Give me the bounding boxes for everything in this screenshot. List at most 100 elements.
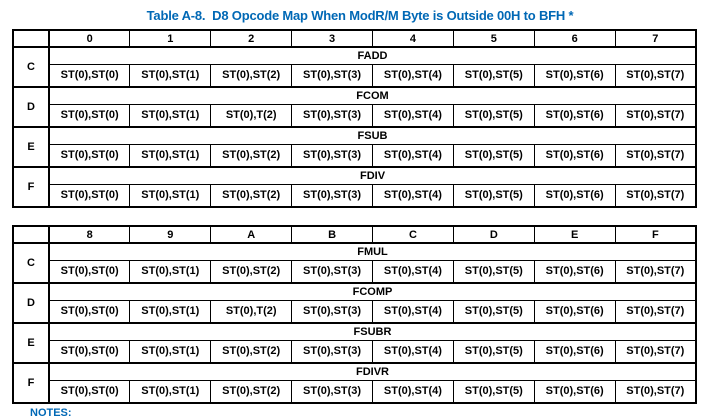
col-header: 6 bbox=[533, 29, 616, 48]
operand-cell: ST(0),ST(0) bbox=[48, 143, 131, 168]
operand-row: ST(0),ST(0) ST(0),ST(1) ST(0),T(2) ST(0)… bbox=[13, 299, 697, 324]
operand-cell: ST(0),T(2) bbox=[210, 299, 293, 324]
operand-cell: ST(0),ST(3) bbox=[291, 379, 373, 404]
operand-cell: ST(0),ST(3) bbox=[291, 259, 373, 284]
notes-label: NOTES: bbox=[30, 407, 72, 419]
operand-cell: ST(0),ST(5) bbox=[452, 379, 535, 404]
operand-cell: ST(0),ST(4) bbox=[372, 339, 454, 364]
operand-cell: ST(0),ST(4) bbox=[372, 183, 454, 208]
mnemonic-cell: FCOMP bbox=[48, 282, 697, 301]
operand-cell: ST(0),ST(5) bbox=[452, 63, 535, 88]
operand-cell: ST(0),ST(4) bbox=[372, 299, 454, 324]
operand-cell: ST(0),ST(3) bbox=[291, 103, 373, 128]
operand-cell: ST(0),ST(3) bbox=[291, 299, 373, 324]
row-label: D bbox=[12, 86, 50, 128]
col-header: 4 bbox=[372, 29, 454, 48]
mnemonic-cell: FDIV bbox=[48, 166, 697, 185]
operand-cell: ST(0),ST(7) bbox=[614, 63, 697, 88]
operand-row: ST(0),ST(0) ST(0),ST(1) ST(0),ST(2) ST(0… bbox=[13, 143, 697, 168]
operand-cell: ST(0),ST(0) bbox=[48, 259, 131, 284]
col-header: D bbox=[452, 225, 535, 244]
corner-cell bbox=[12, 225, 50, 244]
operand-cell: ST(0),ST(2) bbox=[210, 379, 293, 404]
operand-cell: ST(0),ST(7) bbox=[614, 299, 697, 324]
col-header: 7 bbox=[614, 29, 697, 48]
operand-cell: ST(0),ST(2) bbox=[210, 63, 293, 88]
operand-cell: ST(0),ST(6) bbox=[533, 379, 616, 404]
col-header: 0 bbox=[48, 29, 131, 48]
mnemonic-row: E FSUB bbox=[12, 126, 697, 168]
operand-cell: ST(0),ST(3) bbox=[291, 339, 373, 364]
operand-cell: ST(0),ST(0) bbox=[48, 379, 131, 404]
operand-cell: ST(0),ST(0) bbox=[48, 339, 131, 364]
mnemonic-cell: FCOM bbox=[48, 86, 697, 105]
operand-cell: ST(0),ST(7) bbox=[614, 103, 697, 128]
operand-cell: ST(0),ST(1) bbox=[129, 339, 212, 364]
operand-cell: ST(0),ST(6) bbox=[533, 63, 616, 88]
mnemonic-row: D FCOM bbox=[12, 86, 697, 128]
operand-row: ST(0),ST(0) ST(0),ST(1) ST(0),ST(2) ST(0… bbox=[13, 259, 697, 284]
operand-cell: ST(0),ST(0) bbox=[48, 63, 131, 88]
header-row: 8 9 A B C D E F bbox=[12, 225, 697, 244]
operand-cell: ST(0),ST(5) bbox=[452, 103, 535, 128]
mnemonic-row: D FCOMP bbox=[12, 282, 697, 324]
operand-cell: ST(0),ST(2) bbox=[210, 259, 293, 284]
col-header: 3 bbox=[291, 29, 373, 48]
operand-cell: ST(0),ST(7) bbox=[614, 259, 697, 284]
operand-cell: ST(0),ST(7) bbox=[614, 339, 697, 364]
row-label: C bbox=[12, 46, 50, 88]
operand-cell: ST(0),ST(7) bbox=[614, 183, 697, 208]
col-header: A bbox=[210, 225, 293, 244]
operand-row: ST(0),ST(0) ST(0),ST(1) ST(0),ST(2) ST(0… bbox=[13, 63, 697, 88]
row-label: C bbox=[12, 242, 50, 284]
operand-row: ST(0),ST(0) ST(0),ST(1) ST(0),ST(2) ST(0… bbox=[13, 339, 697, 364]
operand-cell: ST(0),ST(1) bbox=[129, 259, 212, 284]
operand-cell: ST(0),ST(3) bbox=[291, 183, 373, 208]
operand-cell: ST(0),ST(4) bbox=[372, 143, 454, 168]
operand-cell: ST(0),ST(5) bbox=[452, 143, 535, 168]
operand-cell: ST(0),ST(1) bbox=[129, 103, 212, 128]
operand-cell: ST(0),ST(3) bbox=[291, 63, 373, 88]
opcode-table-columns-8-F: 8 9 A B C D E F C FMUL ST(0),ST(0) ST(0)… bbox=[12, 225, 697, 404]
mnemonic-row: C FADD bbox=[12, 46, 697, 88]
opcode-table-columns-0-7: 0 1 2 3 4 5 6 7 C FADD ST(0),ST(0) ST(0)… bbox=[12, 29, 697, 208]
row-label: E bbox=[12, 322, 50, 364]
mnemonic-cell: FSUB bbox=[48, 126, 697, 145]
operand-cell: ST(0),ST(0) bbox=[48, 183, 131, 208]
operand-cell: ST(0),ST(4) bbox=[372, 259, 454, 284]
operand-cell: ST(0),ST(0) bbox=[48, 299, 131, 324]
row-label: F bbox=[12, 166, 50, 208]
mnemonic-row: F FDIVR bbox=[12, 362, 697, 404]
operand-cell: ST(0),ST(3) bbox=[291, 143, 373, 168]
operand-cell: ST(0),ST(4) bbox=[372, 103, 454, 128]
operand-cell: ST(0),ST(6) bbox=[533, 299, 616, 324]
operand-cell: ST(0),ST(4) bbox=[372, 379, 454, 404]
operand-cell: ST(0),ST(5) bbox=[452, 299, 535, 324]
col-header: 1 bbox=[129, 29, 212, 48]
operand-cell: ST(0),ST(5) bbox=[452, 183, 535, 208]
mnemonic-row: F FDIV bbox=[12, 166, 697, 208]
operand-cell: ST(0),ST(1) bbox=[129, 299, 212, 324]
mnemonic-row: E FSUBR bbox=[12, 322, 697, 364]
mnemonic-row: C FMUL bbox=[12, 242, 697, 284]
operand-cell: ST(0),ST(1) bbox=[129, 63, 212, 88]
operand-cell: ST(0),ST(6) bbox=[533, 259, 616, 284]
col-header: 9 bbox=[129, 225, 212, 244]
col-header: 2 bbox=[210, 29, 293, 48]
col-header: E bbox=[533, 225, 616, 244]
col-header: 8 bbox=[48, 225, 131, 244]
operand-cell: ST(0),ST(5) bbox=[452, 339, 535, 364]
mnemonic-cell: FADD bbox=[48, 46, 697, 65]
mnemonic-cell: FSUBR bbox=[48, 322, 697, 341]
operand-row: ST(0),ST(0) ST(0),ST(1) ST(0),T(2) ST(0)… bbox=[13, 103, 697, 128]
operand-cell: ST(0),ST(5) bbox=[452, 259, 535, 284]
header-row: 0 1 2 3 4 5 6 7 bbox=[12, 29, 697, 48]
operand-cell: ST(0),ST(4) bbox=[372, 63, 454, 88]
operand-cell: ST(0),T(2) bbox=[210, 103, 293, 128]
operand-cell: ST(0),ST(7) bbox=[614, 143, 697, 168]
operand-cell: ST(0),ST(0) bbox=[48, 103, 131, 128]
row-label: F bbox=[12, 362, 50, 404]
operand-cell: ST(0),ST(7) bbox=[614, 379, 697, 404]
mnemonic-cell: FDIVR bbox=[48, 362, 697, 381]
operand-cell: ST(0),ST(6) bbox=[533, 339, 616, 364]
